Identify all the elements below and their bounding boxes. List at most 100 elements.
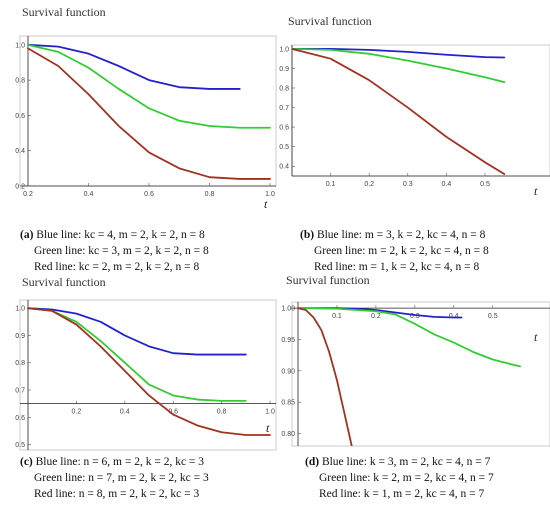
caption-line: Red line: m = 1, k = 2, kc = 4, n = 8 [300,259,489,275]
caption-label: (c) [20,456,33,468]
y-tick-label: 0.8 [279,86,289,93]
caption-d: (d) Blue line: k = 3, m = 2, kc = 4, n =… [305,454,494,502]
x-axis-label: t [534,184,538,198]
y-tick-label: 1.0 [279,46,289,53]
y-tick-label: 1.00 [281,306,295,313]
chart-title: Survival function [22,275,106,289]
x-tick-label: 0.2 [364,181,374,188]
caption-line: Green line: kc = 3, m = 2, k = 2, n = 8 [20,243,209,259]
series-line-1 [292,48,506,59]
series-line-2 [27,307,247,402]
y-tick-label: 0.5 [15,442,25,449]
y-tick-label: 0.80 [281,431,295,438]
y-tick-label: 0.7 [279,105,289,112]
x-tick-label: 0.2 [72,409,82,416]
series-line-3 [27,47,271,180]
x-tick-label: 0.6 [168,409,178,416]
caption-line: Red line: k = 1, m = 2, kc = 4, n = 7 [305,486,494,502]
x-tick-label: 0.1 [326,181,336,188]
y-tick-label: 0.4 [279,164,289,171]
y-tick-label: 0.5 [279,144,289,151]
y-tick-label: 1.0 [15,42,25,49]
chart-panel-c: Survival function 0.2 0.4 0.6 0.8 1.0 0.5 0.6 0.… [15,275,277,451]
caption-label: (d) [305,456,320,468]
chart-panel-b: Survival function 0.1 0.2 0.3 0.4 0.5 0.4 0.5 0.… [279,14,550,198]
series-line-2 [27,43,271,129]
caption-c: (c) Blue line: n = 6, m = 2, k = 2, kc =… [20,454,209,502]
caption-line: Red line: kc = 2, m = 2, k = 2, n = 8 [20,259,209,275]
series-line-3 [292,48,506,175]
y-tick-label: 0.85 [281,400,295,407]
caption-line: Green line: m = 2, k = 2, kc = 4, n = 8 [300,243,489,259]
series-line-2 [297,307,521,368]
x-tick-label: 0.3 [410,313,420,320]
caption-line: (a) Blue line: kc = 4, m = 2, k = 2, n =… [20,227,209,243]
caption-text: Blue line: n = 6, m = 2, k = 2, kc = 3 [35,456,205,468]
caption-line: Green line: k = 2, m = 2, kc = 4, n = 7 [305,470,494,486]
caption-line: Green line: n = 7, m = 2, k = 2, kc = 3 [20,470,209,486]
y-tick-label: 0.90 [281,368,295,375]
caption-text: Blue line: m = 3, k = 2, kc = 4, n = 8 [316,229,486,241]
caption-label: (b) [300,229,315,241]
chart-title: Survival function [286,273,370,287]
x-tick-label: 0.5 [488,313,498,320]
y-tick-label: 0.7 [15,388,25,395]
caption-label: (a) [20,229,34,241]
y-tick-label: 1.0 [15,306,25,313]
y-tick-label: 0.6 [15,415,25,422]
caption-text: Green line: m = 2, k = 2, kc = 4, n = 8 [314,245,489,257]
y-tick-label: 0.4 [15,148,25,155]
x-tick-label: 0.3 [403,181,413,188]
y-tick-label: 0.6 [279,125,289,132]
series-line-3 [27,307,271,436]
x-tick-label: 1.0 [265,409,275,416]
x-axis-label: t [534,330,538,344]
y-tick-label: 0.8 [15,78,25,85]
x-tick-label: 0.5 [480,181,490,188]
caption-text: Green line: kc = 3, m = 2, k = 2, n = 8 [34,245,209,257]
caption-text: Red line: n = 8, m = 2, k = 2, kc = 3 [34,488,200,500]
y-tick-label: 0.2 [15,184,25,191]
x-tick-label: 0.6 [144,191,154,198]
caption-line: (d) Blue line: k = 3, m = 2, kc = 4, n =… [305,454,494,470]
caption-line: (c) Blue line: n = 6, m = 2, k = 2, kc =… [20,454,209,470]
caption-line: (b) Blue line: m = 3, k = 2, kc = 4, n =… [300,227,489,243]
caption-text: Blue line: kc = 4, m = 2, k = 2, n = 8 [36,229,205,241]
series-line-1 [27,307,247,356]
y-tick-label: 0.6 [15,113,25,120]
x-tick-label: 0.2 [371,313,381,320]
plot-frame [19,35,277,187]
x-tick-label: 0.4 [442,181,452,188]
plot-frame [291,44,550,177]
y-tick-label: 0.9 [15,333,25,340]
series-line-2 [292,48,506,84]
x-axis-label: t [266,421,270,435]
x-tick-label: 1.0 [265,191,275,198]
chart-title: Survival function [22,5,106,19]
series-line-3 [297,307,353,446]
caption-text: Red line: kc = 2, m = 2, k = 2, n = 8 [34,261,200,273]
y-tick-label: 0.9 [279,66,289,73]
chart-title: Survival function [288,14,372,28]
caption-line: Red line: n = 8, m = 2, k = 2, kc = 3 [20,486,209,502]
plot-frame [291,301,550,447]
x-tick-label: 0.1 [332,313,342,320]
caption-text: Red line: m = 1, k = 2, kc = 4, n = 8 [314,261,480,273]
plot-frame [19,299,277,451]
series-line-1 [27,43,241,90]
caption-text: Red line: k = 1, m = 2, kc = 4, n = 7 [319,488,485,500]
x-tick-label: 0.2 [23,191,33,198]
x-tick-label: 0.4 [84,191,94,198]
caption-text: Blue line: k = 3, m = 2, kc = 4, n = 7 [321,456,491,468]
caption-b: (b) Blue line: m = 3, k = 2, kc = 4, n =… [300,227,489,275]
caption-text: Green line: n = 7, m = 2, k = 2, kc = 3 [34,472,209,484]
x-axis-label: t [264,197,268,211]
x-tick-label: 0.8 [217,409,227,416]
x-tick-label: 0.4 [120,409,130,416]
y-tick-label: 0.95 [281,337,295,344]
caption-a: (a) Blue line: kc = 4, m = 2, k = 2, n =… [20,227,209,275]
x-tick-label: 0.8 [205,191,215,198]
caption-text: Green line: k = 2, m = 2, kc = 4, n = 7 [319,472,494,484]
